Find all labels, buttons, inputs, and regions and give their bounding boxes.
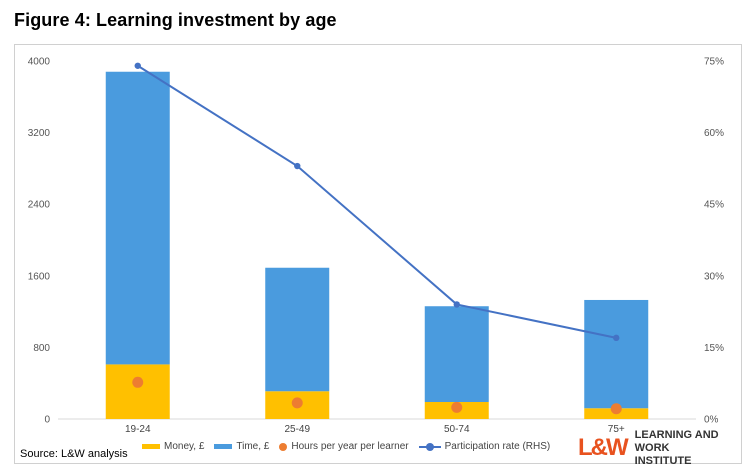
hours-point (451, 401, 463, 413)
hours-point (610, 403, 622, 415)
hours-point (291, 397, 303, 409)
y-right-tick-label: 45% (704, 200, 724, 211)
chart: 0 800 1600 2400 3200 4000 0% 15% 30% 45% 60% 75% 19-… (28, 57, 724, 436)
participation-point (613, 334, 620, 342)
legend-time-label: Time, £ (236, 441, 270, 452)
y-left-tick-label: 0 (44, 415, 50, 426)
y-left-tick-label: 3200 (28, 128, 51, 139)
y-right-tick-label: 75% (704, 57, 724, 68)
bar-money (105, 364, 170, 419)
legend-hours-label: Hours per year per learner (291, 441, 409, 452)
participation-line (137, 64, 617, 339)
legend: Money, £ Time, £ Hours per year per lear… (142, 441, 560, 452)
y-left-tick-label: 800 (33, 343, 50, 354)
legend-money: Money, £ (142, 441, 204, 452)
x-tick-label: 75+ (608, 424, 625, 435)
legend-money-swatch (142, 444, 160, 449)
x-tick-label: 50-74 (444, 424, 470, 435)
y-left-tick-label: 4000 (28, 57, 51, 68)
source-note: Source: L&W analysis (20, 448, 128, 460)
legend-hours-swatch (279, 442, 288, 451)
bar-time (105, 71, 170, 365)
hours-point (132, 376, 144, 388)
y-right-tick-label: 30% (704, 271, 724, 282)
bar-time (424, 306, 489, 402)
y-left-tick-label: 1600 (28, 271, 51, 282)
legend-participation-label: Participation rate (RHS) (444, 441, 551, 452)
logo-line-1: LEARNING AND (634, 428, 719, 441)
logo-mark: L&W (578, 434, 629, 461)
y-right-tick-label: 0% (704, 415, 719, 426)
participation-point (294, 162, 301, 170)
y-right-tick-label: 60% (704, 128, 724, 139)
legend-money-label: Money, £ (164, 441, 205, 452)
logo-text: LEARNING AND WORK INSTITUTE (635, 429, 728, 468)
legend-time-swatch (214, 444, 233, 449)
y-right-tick-label: 15% (704, 343, 724, 354)
logo-line-2: WORK INSTITUTE (634, 441, 692, 467)
x-tick-label: 25-49 (284, 424, 310, 435)
participation-point (453, 301, 460, 308)
lw-logo: L&W LEARNING AND WORK INSTITUTE (578, 429, 728, 468)
legend-time: Time, £ (214, 441, 269, 452)
legend-hours: Hours per year per learner (279, 441, 409, 452)
bar-time (584, 299, 649, 409)
participation-point (134, 62, 141, 69)
figure-title: Figure 4: Learning investment by age (14, 10, 337, 30)
bar-time (265, 267, 330, 392)
x-tick-label: 19-24 (125, 424, 151, 435)
legend-participation: Participation rate (RHS) (418, 441, 551, 452)
y-left-tick-label: 2400 (28, 200, 51, 211)
legend-participation-swatch (418, 442, 441, 451)
